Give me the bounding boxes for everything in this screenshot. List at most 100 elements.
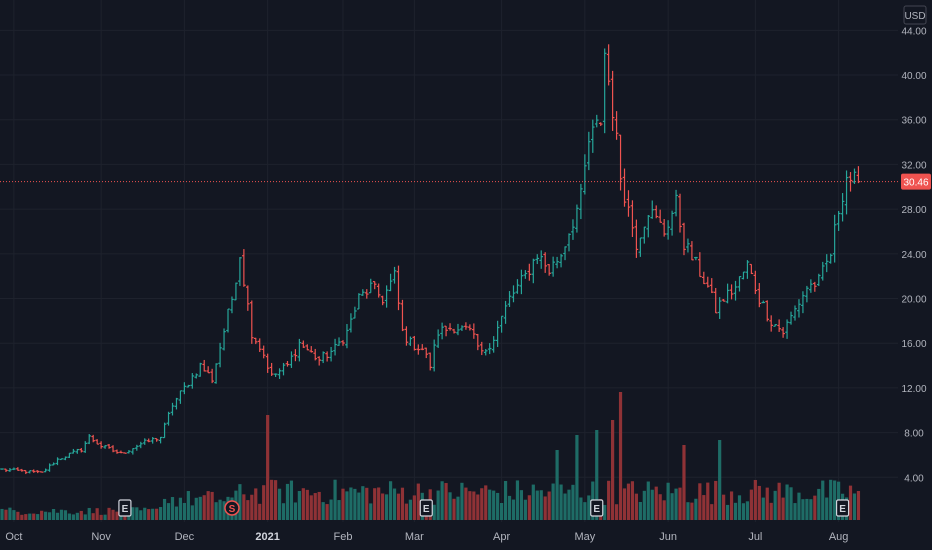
volume-bar bbox=[329, 499, 333, 520]
price-bar bbox=[249, 300, 254, 344]
price-bar bbox=[63, 456, 68, 461]
earnings-marker[interactable]: E bbox=[118, 499, 132, 517]
price-bar bbox=[214, 363, 218, 384]
price-bar bbox=[376, 283, 381, 298]
volume-bar bbox=[186, 491, 190, 520]
time-tick-label: Feb bbox=[334, 531, 353, 543]
volume-bar bbox=[722, 494, 726, 520]
price-bar bbox=[273, 373, 278, 377]
price-bar bbox=[511, 285, 516, 303]
price-bar bbox=[135, 444, 139, 451]
price-bar bbox=[210, 368, 214, 384]
volume-bar bbox=[436, 490, 440, 520]
earnings-marker[interactable]: E bbox=[590, 499, 604, 517]
volume-bar bbox=[289, 480, 294, 520]
price-bar bbox=[618, 134, 623, 191]
price-bar bbox=[448, 323, 452, 331]
volume-bar bbox=[769, 502, 773, 520]
volume-bar bbox=[218, 499, 222, 520]
price-bar bbox=[769, 315, 774, 332]
volume-bar bbox=[357, 492, 361, 520]
price-bar bbox=[785, 319, 789, 339]
price-bar bbox=[725, 283, 730, 304]
time-axis[interactable]: Oct Nov Dec 2021 Feb Mar Apr May Jun Jul Aug bbox=[5, 531, 848, 543]
price-bar bbox=[341, 340, 345, 346]
price-tick-label: 16.00 bbox=[901, 339, 926, 350]
volume-bar bbox=[464, 487, 468, 520]
price-bar bbox=[745, 260, 750, 279]
price-bar bbox=[257, 338, 262, 352]
earnings-marker[interactable]: E bbox=[835, 499, 850, 517]
price-bar bbox=[238, 257, 242, 286]
volume-bar bbox=[392, 488, 397, 520]
volume-bar bbox=[741, 503, 746, 520]
price-bar bbox=[289, 351, 294, 368]
price-bar bbox=[614, 111, 619, 140]
time-tick-label: Jul bbox=[748, 531, 762, 543]
price-bar bbox=[606, 44, 611, 86]
price-bar bbox=[230, 296, 234, 314]
volume-bar bbox=[654, 486, 658, 520]
volume-bar bbox=[170, 497, 175, 520]
price-bar bbox=[737, 275, 742, 292]
price-bar bbox=[404, 326, 409, 346]
price-bar bbox=[630, 200, 635, 238]
price-bar bbox=[801, 291, 805, 314]
price-bar bbox=[337, 337, 341, 346]
price-bar bbox=[416, 344, 421, 355]
price-bar bbox=[650, 200, 655, 219]
volume-bar bbox=[250, 494, 254, 520]
price-bar bbox=[690, 241, 694, 261]
price-bar bbox=[309, 346, 314, 353]
price-bar bbox=[555, 256, 559, 269]
last-price-badge: 30.46 bbox=[901, 173, 931, 190]
volume-bar bbox=[666, 482, 670, 520]
price-tick-label: 28.00 bbox=[901, 205, 926, 216]
price-bar bbox=[87, 434, 92, 445]
price-bar bbox=[424, 347, 429, 359]
price-bar bbox=[587, 131, 591, 171]
volume-bar bbox=[151, 508, 155, 520]
volume-bar bbox=[63, 510, 68, 520]
volume-bar bbox=[162, 498, 167, 520]
price-bar bbox=[432, 339, 436, 372]
currency-badge[interactable]: USD bbox=[903, 5, 927, 25]
price-bar bbox=[75, 448, 80, 454]
price-bar bbox=[499, 315, 504, 333]
volume-bar bbox=[377, 487, 381, 520]
price-bar bbox=[357, 293, 361, 310]
price-bar bbox=[146, 438, 151, 443]
price-bar bbox=[345, 324, 349, 349]
volume-bar bbox=[789, 487, 793, 520]
split-marker[interactable]: S bbox=[224, 500, 240, 516]
volume-bar bbox=[83, 514, 87, 520]
price-axis[interactable]: 4.00 8.00 12.00 16.00 20.00 24.00 28.00 32.00 36… bbox=[901, 26, 926, 484]
volume-bar bbox=[706, 482, 710, 520]
volume-bar bbox=[24, 514, 28, 520]
volume-bar bbox=[702, 495, 706, 520]
price-bar bbox=[119, 450, 123, 454]
price-bar bbox=[174, 397, 179, 410]
price-bar bbox=[547, 264, 551, 276]
volume-bar bbox=[12, 510, 16, 520]
volume-bar bbox=[777, 482, 781, 520]
price-bar bbox=[670, 210, 674, 236]
price-bar bbox=[698, 252, 702, 278]
price-bar bbox=[622, 168, 627, 207]
price-bar bbox=[789, 311, 793, 325]
price-bar bbox=[261, 345, 266, 359]
volume-bar bbox=[694, 498, 698, 520]
price-bar bbox=[809, 279, 813, 293]
price-bars bbox=[0, 44, 861, 475]
price-bar bbox=[123, 452, 127, 454]
price-bar bbox=[39, 471, 44, 473]
earnings-marker[interactable]: E bbox=[419, 499, 433, 517]
price-bar bbox=[420, 344, 425, 351]
volume-bar bbox=[155, 508, 159, 520]
volume-bar bbox=[75, 512, 79, 520]
volume-bar bbox=[813, 495, 817, 520]
volume-bar bbox=[488, 489, 492, 520]
time-tick-label: May bbox=[574, 531, 595, 543]
